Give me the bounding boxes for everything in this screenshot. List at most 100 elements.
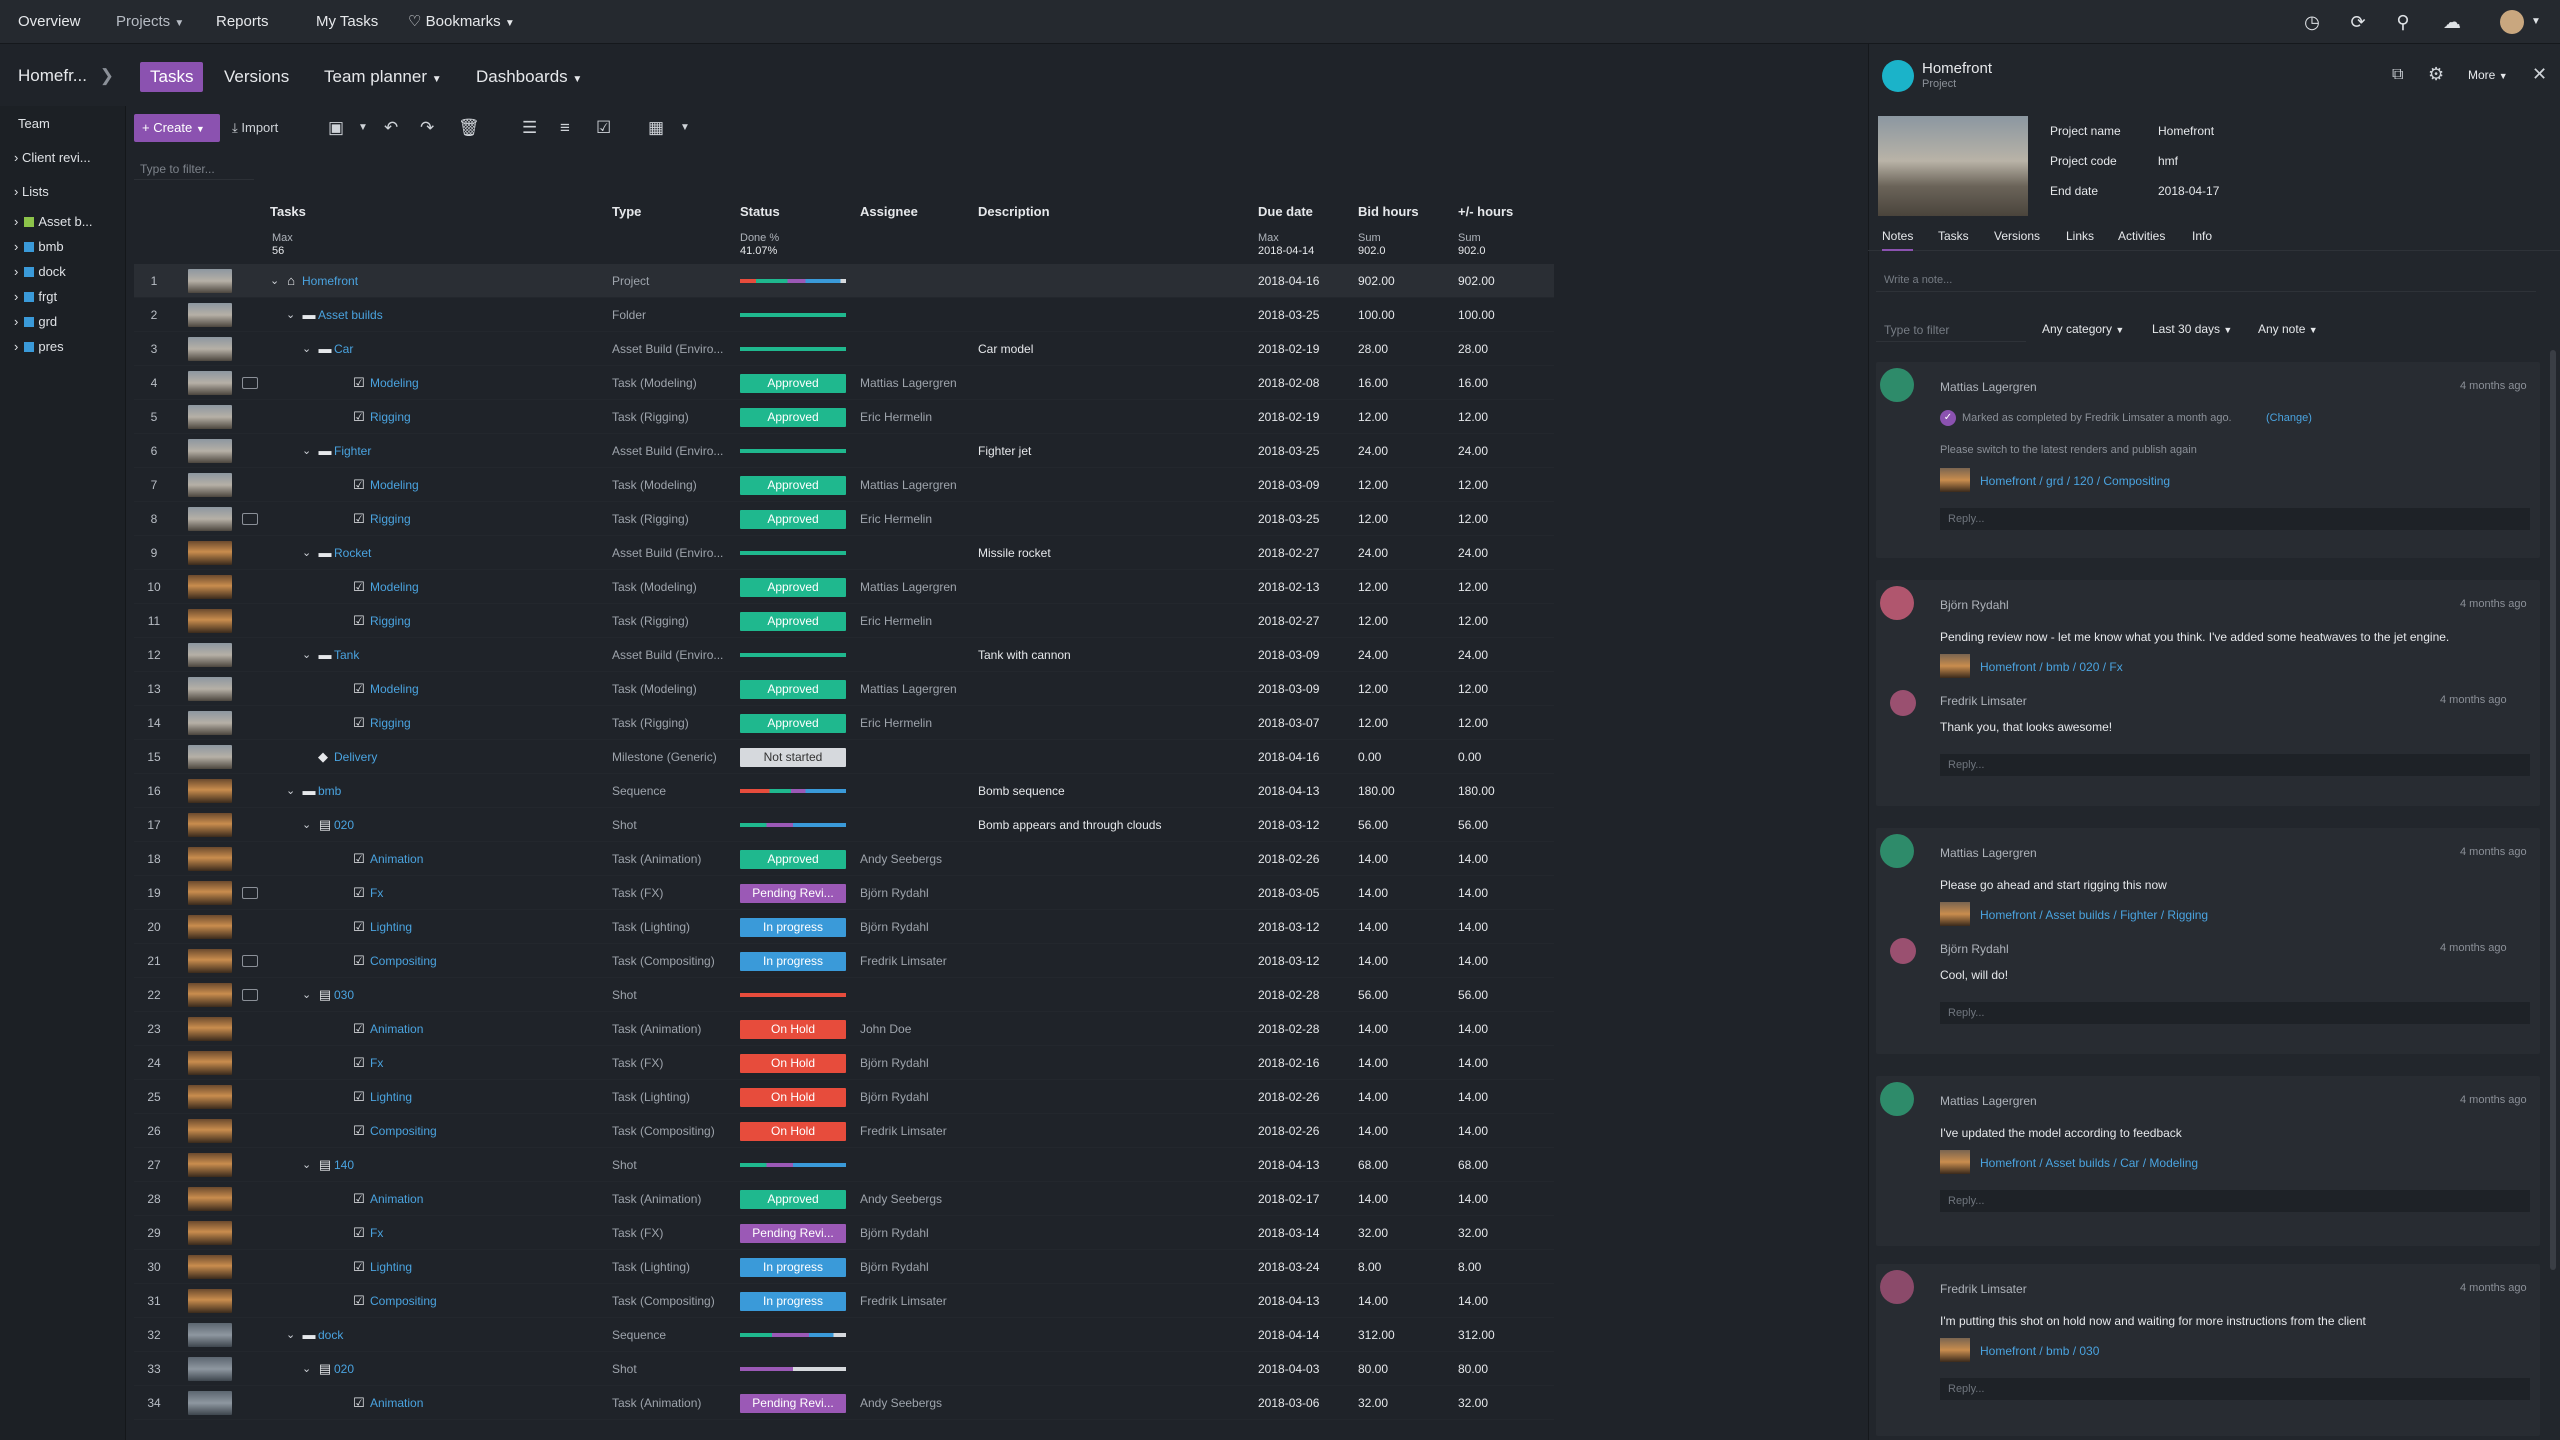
task-due-date[interactable]: 2018-03-09: [1258, 648, 1320, 662]
task-assignee[interactable]: Andy Seebergs: [860, 1396, 943, 1410]
task-name-link[interactable]: Modeling: [370, 580, 419, 594]
linked-entity-link[interactable]: Homefront / Asset builds / Fighter / Rig…: [1980, 908, 2209, 922]
task-description[interactable]: [978, 1386, 1238, 1420]
table-row[interactable]: 11 ☑ Rigging Task (Rigging) Approved Eric Her…: [134, 604, 1554, 638]
write-note-input[interactable]: Write a note...: [1876, 268, 2536, 292]
task-description[interactable]: [978, 1250, 1238, 1284]
reply-input[interactable]: Reply...: [1940, 508, 2530, 530]
status-badge[interactable]: In progress: [740, 952, 846, 971]
task-name-link[interactable]: Rigging: [370, 716, 411, 730]
tab-tasks[interactable]: Tasks: [140, 62, 204, 92]
note-icon[interactable]: [242, 887, 258, 899]
chevron-down-icon[interactable]: ⌄: [302, 649, 312, 661]
import-button[interactable]: ⤓ Import: [232, 118, 278, 138]
task-description[interactable]: [978, 502, 1238, 536]
task-name-link[interactable]: Lighting: [370, 920, 413, 934]
task-bid-hours[interactable]: 14.00: [1358, 1056, 1389, 1070]
task-description[interactable]: [978, 1012, 1238, 1046]
task-due-date[interactable]: 2018-03-24: [1258, 1260, 1320, 1274]
task-assignee[interactable]: Björn Rydahl: [860, 1260, 929, 1274]
task-assignee[interactable]: [860, 536, 970, 570]
task-assignee[interactable]: [860, 434, 970, 468]
notes-filter-input[interactable]: Type to filter: [1876, 318, 2026, 342]
task-name-link[interactable]: Rocket: [334, 546, 372, 560]
task-assignee[interactable]: Andy Seebergs: [860, 1192, 943, 1206]
nav-my-tasks[interactable]: My Tasks: [316, 13, 379, 30]
task-assignee[interactable]: [860, 740, 970, 774]
tab-info[interactable]: Info: [2192, 229, 2213, 243]
task-due-date[interactable]: 2018-02-08: [1258, 376, 1320, 390]
status-badge[interactable]: On Hold: [740, 1054, 846, 1073]
close-icon[interactable]: ✕: [2532, 64, 2548, 84]
task-bid-hours[interactable]: 14.00: [1358, 1192, 1389, 1206]
chevron-down-icon[interactable]: ⌄: [302, 445, 312, 457]
col-header-plus-minus-hours[interactable]: +/- hours: [1458, 204, 1514, 219]
task-due-date[interactable]: 2018-02-17: [1258, 1192, 1320, 1206]
sidebar-item-asset-builds[interactable]: › Asset b...: [14, 212, 93, 232]
task-due-date[interactable]: 2018-03-12: [1258, 920, 1320, 934]
task-due-date[interactable]: 2018-03-25: [1258, 512, 1320, 526]
task-bid-hours[interactable]: 12.00: [1358, 682, 1389, 696]
task-assignee[interactable]: [860, 1352, 970, 1386]
task-name-link[interactable]: Modeling: [370, 478, 419, 492]
task-assignee[interactable]: Eric Hermelin: [860, 512, 933, 526]
table-row[interactable]: 14 ☑ Rigging Task (Rigging) Approved Eric Her…: [134, 706, 1554, 740]
chevron-down-icon[interactable]: ⌄: [302, 343, 312, 355]
table-row[interactable]: 19 ☑ Fx Task (FX) Pending Revi... Björn Rydah…: [134, 876, 1554, 910]
task-description[interactable]: [978, 570, 1238, 604]
note-icon[interactable]: [242, 989, 258, 1001]
status-badge[interactable]: On Hold: [740, 1088, 846, 1107]
task-assignee[interactable]: Eric Hermelin: [860, 410, 933, 424]
status-badge[interactable]: Pending Revi...: [740, 1224, 846, 1243]
sidebar-item-dock[interactable]: › dock: [14, 262, 66, 282]
task-assignee[interactable]: [860, 1148, 970, 1182]
status-badge[interactable]: Approved: [740, 374, 846, 393]
task-assignee[interactable]: Andy Seebergs: [860, 852, 943, 866]
task-due-date[interactable]: 2018-03-09: [1258, 478, 1320, 492]
task-assignee[interactable]: Mattias Lagergren: [860, 682, 957, 696]
task-description[interactable]: [978, 706, 1238, 740]
tab-notes[interactable]: Notes: [1882, 229, 1914, 251]
field-project-name-value[interactable]: Homefront: [2158, 124, 2215, 138]
undo-icon[interactable]: ↶: [384, 118, 399, 137]
indent-icon[interactable]: ☰: [522, 118, 538, 137]
task-description[interactable]: [978, 1318, 1238, 1352]
task-bid-hours[interactable]: 24.00: [1358, 546, 1389, 560]
task-description[interactable]: Missile rocket: [978, 546, 1051, 560]
task-bid-hours[interactable]: 312.00: [1358, 1328, 1395, 1342]
status-badge[interactable]: Approved: [740, 612, 846, 631]
tab-activities[interactable]: Activities: [2118, 229, 2166, 243]
col-header-assignee[interactable]: Assignee: [860, 204, 918, 219]
task-due-date[interactable]: 2018-04-13: [1258, 1158, 1320, 1172]
task-name-link[interactable]: bmb: [318, 784, 342, 798]
tab-team-planner[interactable]: Team planner ▼: [314, 62, 452, 92]
task-bid-hours[interactable]: 28.00: [1358, 342, 1389, 356]
inbox-icon[interactable]: ☁: [2443, 12, 2461, 32]
table-row[interactable]: 3 ⌄ ▬ Car Asset Build (Enviro... Car model 201…: [134, 332, 1554, 366]
task-description[interactable]: [978, 910, 1238, 944]
task-bid-hours[interactable]: 14.00: [1358, 954, 1389, 968]
reply-input[interactable]: Reply...: [1940, 1002, 2530, 1024]
chevron-down-icon[interactable]: ⌄: [286, 785, 296, 797]
task-due-date[interactable]: 2018-04-16: [1258, 274, 1320, 288]
tab-dashboards[interactable]: Dashboards ▼: [466, 62, 592, 92]
table-row[interactable]: 7 ☑ Modeling Task (Modeling) Approved Mattias…: [134, 468, 1554, 502]
table-row[interactable]: 33 ⌄ ▤ 020 Shot 2018-04-03 80.00 80.00: [134, 1352, 1554, 1386]
task-due-date[interactable]: 2018-03-12: [1258, 818, 1320, 832]
task-name-link[interactable]: Animation: [370, 852, 424, 866]
task-bid-hours[interactable]: 12.00: [1358, 478, 1389, 492]
task-bid-hours[interactable]: 68.00: [1358, 1158, 1389, 1172]
table-row[interactable]: 30 ☑ Lighting Task (Lighting) In progress Bjö…: [134, 1250, 1554, 1284]
task-assignee[interactable]: [860, 808, 970, 842]
tab-tasks-panel[interactable]: Tasks: [1938, 229, 1969, 243]
task-due-date[interactable]: 2018-04-03: [1258, 1362, 1320, 1376]
nav-projects[interactable]: Projects ▼: [116, 0, 184, 44]
task-description[interactable]: [978, 1114, 1238, 1148]
table-row[interactable]: 5 ☑ Rigging Task (Rigging) Approved Eric Herm…: [134, 400, 1554, 434]
sidebar-item-frgt[interactable]: › frgt: [14, 287, 57, 307]
filter-input[interactable]: Type to filter...: [134, 158, 254, 180]
linked-entity-link[interactable]: Homefront / bmb / 030: [1980, 1344, 2100, 1358]
task-bid-hours[interactable]: 14.00: [1358, 852, 1389, 866]
task-description[interactable]: [978, 978, 1238, 1012]
list-icon[interactable]: ≡: [560, 118, 570, 137]
